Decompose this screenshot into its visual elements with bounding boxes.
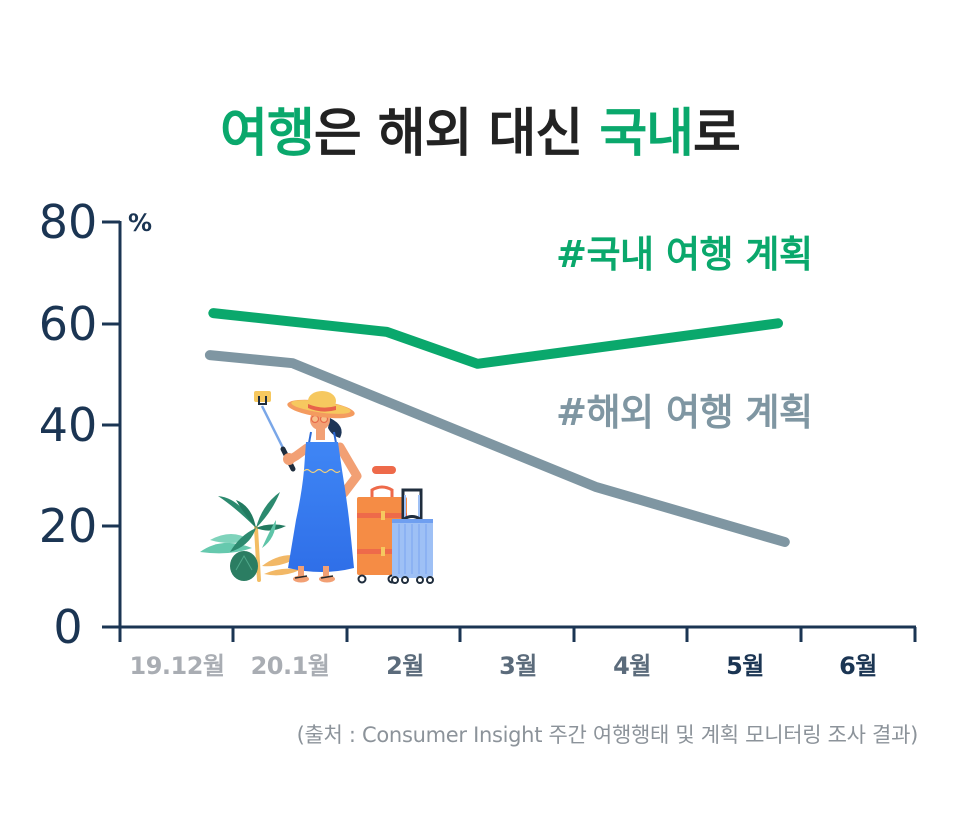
x-tick-label: 19.12월 [129,652,226,680]
y-tick-label-60: 60 [38,297,98,351]
y-axis-unit: % [128,209,153,237]
x-ticks [231,627,917,642]
x-tick-label: 20.1월 [250,652,330,680]
title-text-overseas: 은 해외 대신 [313,103,600,164]
plant-icon [200,492,300,582]
y-tick-label-20: 20 [38,499,98,553]
x-tick-label: 5월 [726,652,764,680]
x-tick-label: 2월 [386,652,424,680]
x-tick-label: 3월 [499,652,537,680]
x-tick-label: 4월 [613,652,651,680]
blue-suitcase-icon [391,488,434,584]
y-ticks [102,220,120,528]
legend-overseas-travel: #해외 여행 계획 [556,391,813,434]
title-accent-domestic: 국내 [599,103,694,164]
woman-figure [283,391,362,583]
series-line-domestic [208,308,783,369]
series-line-overseas [204,350,790,547]
y-tick-label-40: 40 [38,398,98,452]
selfie-stick-icon [254,391,296,472]
legend-domestic-travel: #국내 여행 계획 [556,233,813,276]
traveler-illustration [200,391,434,584]
y-tick-label-0: 0 [53,600,83,654]
title-text-suffix: 로 [693,103,741,164]
title-accent-travel: 여행 [220,103,315,164]
source-note: (출처 : Consumer Insight 주간 여행행태 및 계획 모니터링… [296,723,919,747]
y-tick-label-80: 80 [38,195,98,249]
x-tick-label: 6월 [839,652,877,680]
page-title: 여행은 해외 대신 국내로 [0,103,960,165]
axes [102,220,917,642]
